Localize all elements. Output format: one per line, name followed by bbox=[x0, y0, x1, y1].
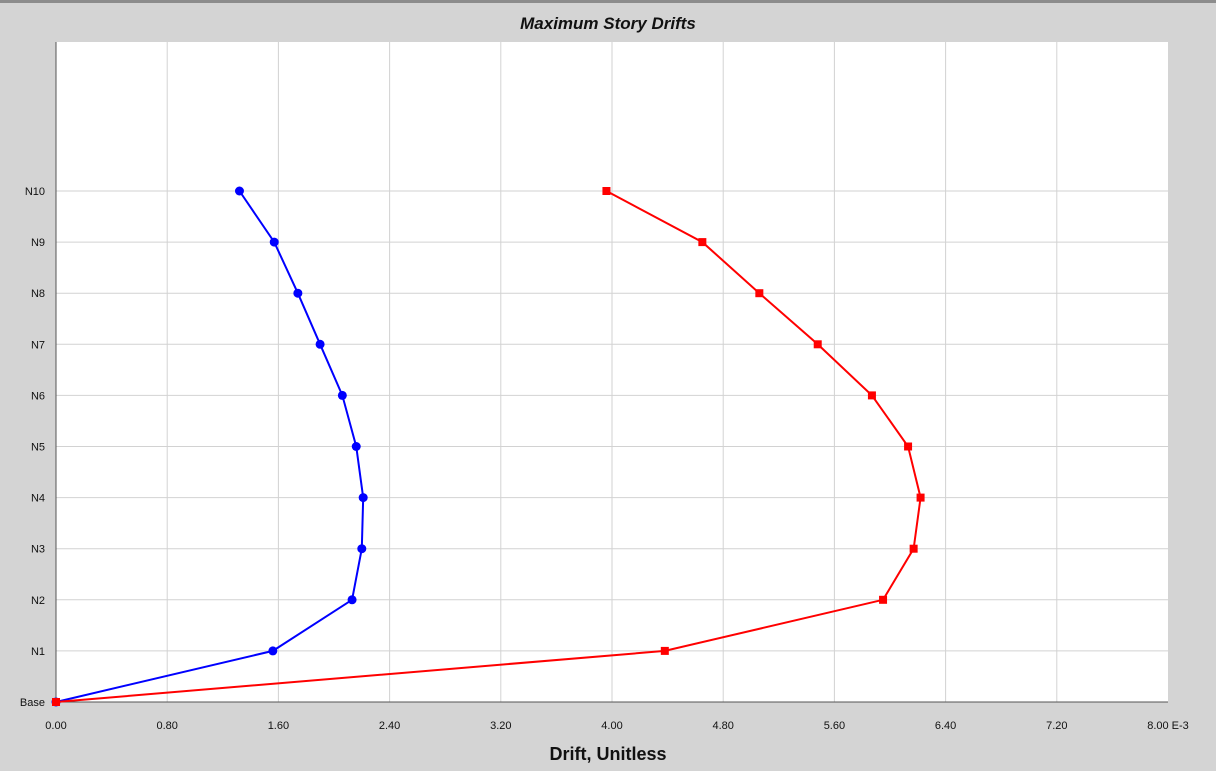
data-point bbox=[268, 646, 278, 656]
y-tick-label: N5 bbox=[31, 442, 45, 454]
data-point bbox=[904, 442, 913, 451]
data-point bbox=[698, 238, 707, 247]
data-point bbox=[813, 340, 822, 349]
x-tick-label: 2.40 bbox=[379, 720, 400, 732]
y-tick-label: N3 bbox=[31, 544, 45, 556]
data-point bbox=[879, 595, 888, 604]
x-tick-label: 4.80 bbox=[712, 720, 733, 732]
data-point bbox=[269, 237, 279, 247]
y-tick-label: Base bbox=[20, 697, 45, 709]
chart-title: Maximum Story Drifts bbox=[520, 14, 696, 33]
y-tick-label: N10 bbox=[25, 186, 45, 198]
data-point bbox=[602, 187, 611, 195]
data-point bbox=[351, 442, 361, 451]
x-tick-label: 5.60 bbox=[824, 720, 845, 732]
y-tick-label: N1 bbox=[31, 646, 45, 658]
x-tick-label: 0.00 bbox=[45, 720, 66, 732]
x-tick-label: 3.20 bbox=[490, 720, 511, 732]
y-tick-label: N6 bbox=[31, 390, 45, 402]
x-tick-label: 8.00 E-3 bbox=[1147, 720, 1189, 732]
data-point bbox=[234, 186, 244, 196]
y-tick-label: N8 bbox=[31, 288, 45, 300]
y-tick-label: N9 bbox=[31, 237, 45, 249]
data-point bbox=[357, 544, 367, 554]
x-axis-label: Drift, Unitless bbox=[549, 744, 667, 764]
data-point bbox=[867, 391, 876, 400]
data-point bbox=[660, 646, 669, 655]
y-tick-label: N7 bbox=[31, 339, 45, 351]
x-tick-label: 4.00 bbox=[601, 720, 622, 732]
data-point bbox=[755, 289, 764, 298]
x-tick-label: 6.40 bbox=[935, 720, 956, 732]
data-point bbox=[293, 288, 303, 298]
y-tick-label: N4 bbox=[31, 493, 45, 505]
x-tick-label: 1.60 bbox=[268, 720, 289, 732]
window-border bbox=[0, 0, 1216, 3]
data-point bbox=[52, 698, 60, 706]
y-tick-label: N2 bbox=[31, 595, 45, 607]
data-point bbox=[315, 339, 325, 349]
data-point bbox=[916, 493, 925, 502]
data-point bbox=[909, 544, 918, 553]
data-point bbox=[358, 493, 368, 503]
data-point bbox=[347, 595, 357, 605]
x-tick-label: 0.80 bbox=[156, 720, 177, 732]
data-point bbox=[337, 390, 347, 400]
x-tick-label: 7.20 bbox=[1046, 720, 1067, 732]
